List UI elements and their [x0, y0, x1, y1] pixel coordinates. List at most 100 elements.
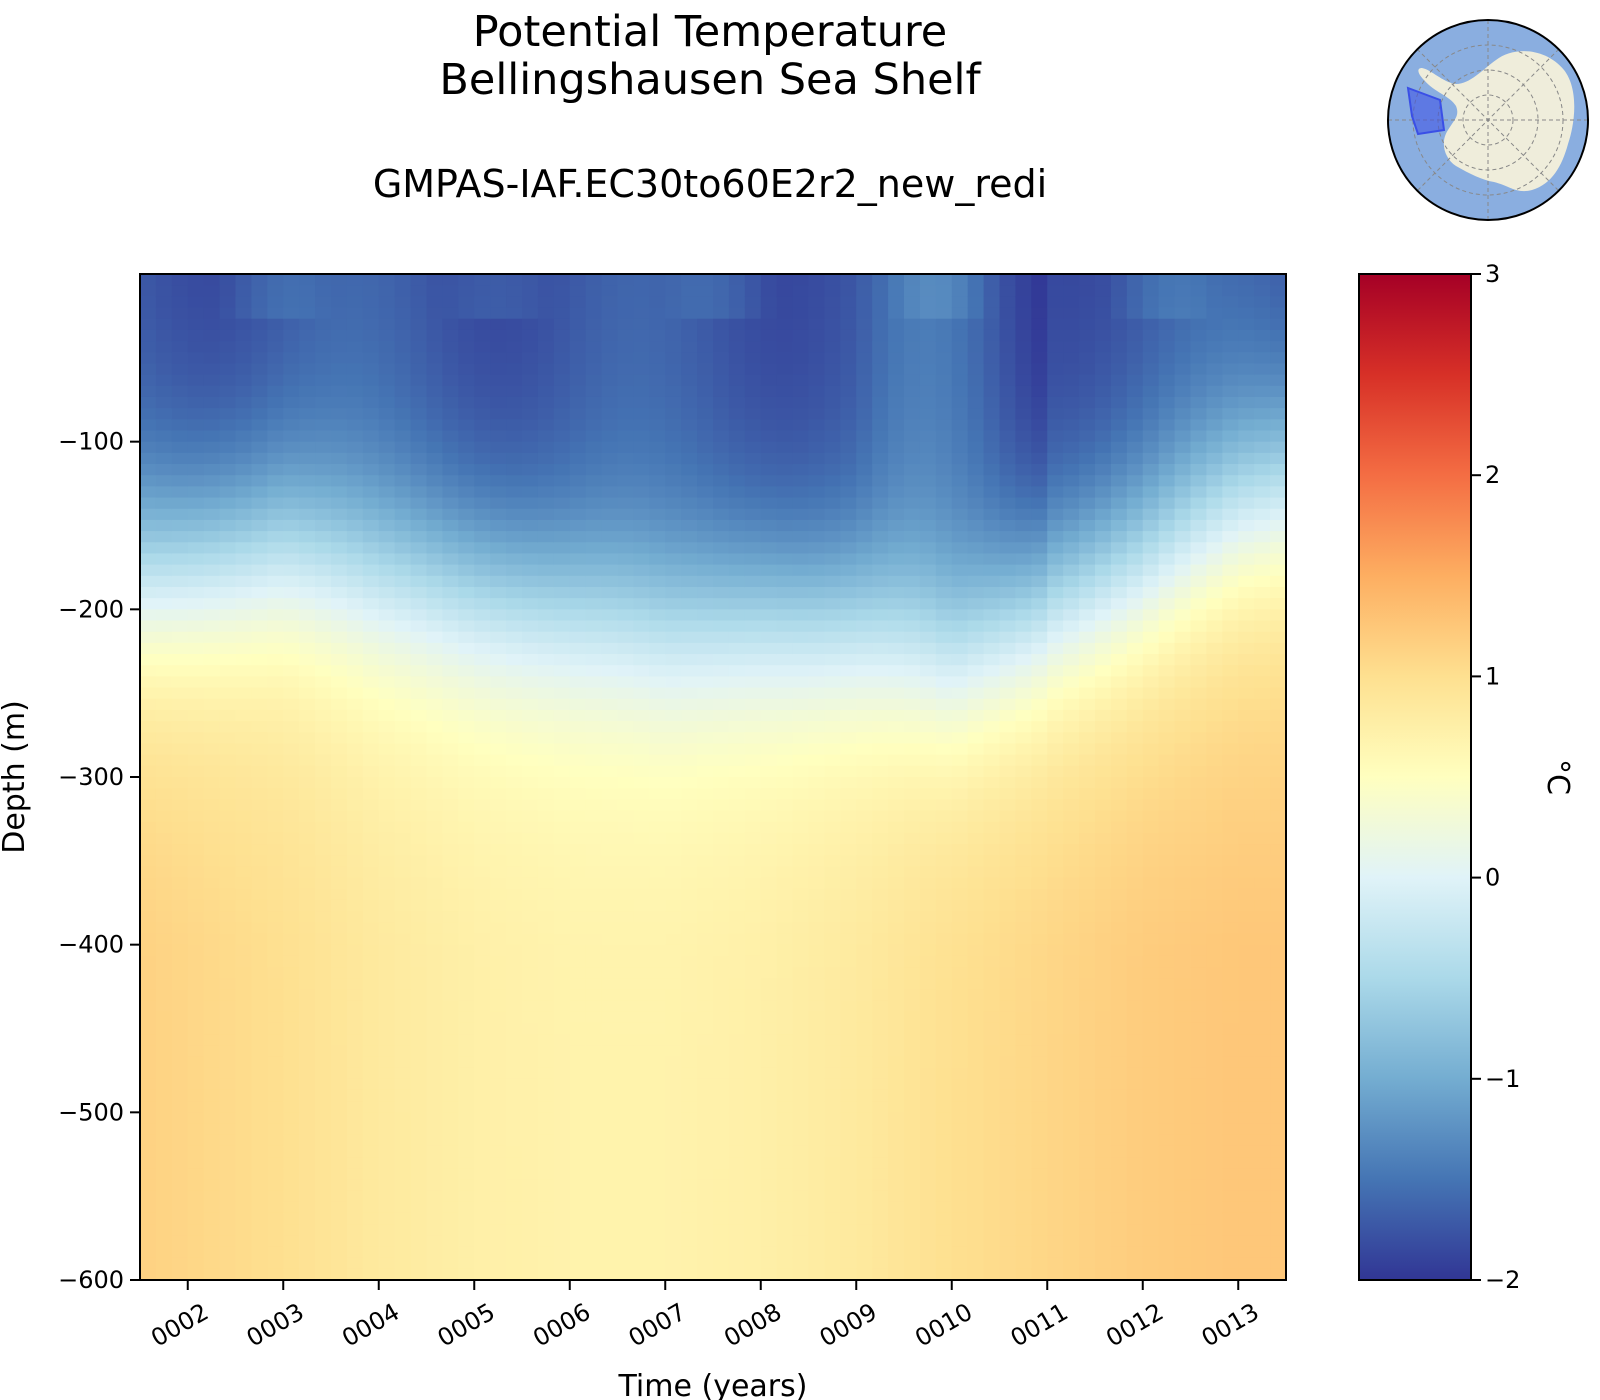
heatmap-cell — [681, 1134, 698, 1147]
heatmap-cell — [203, 832, 221, 845]
heatmap-cell — [872, 1257, 889, 1270]
heatmap-cell — [951, 564, 969, 577]
heatmap-cell — [967, 665, 985, 678]
heatmap-cell — [697, 464, 714, 476]
heatmap-cell — [792, 989, 810, 1002]
heatmap-cell — [171, 1011, 189, 1024]
heatmap-cell — [426, 452, 444, 465]
heatmap-cell — [776, 1157, 794, 1170]
heatmap-cell — [362, 1246, 380, 1259]
heatmap-cell — [474, 967, 491, 979]
heatmap-cell — [601, 799, 619, 812]
heatmap-cell — [824, 497, 842, 510]
heatmap-cell — [378, 665, 396, 678]
heatmap-cell — [458, 396, 476, 409]
heatmap-cell — [585, 821, 603, 834]
heatmap-cell — [267, 285, 285, 298]
heatmap-cell — [633, 1056, 651, 1069]
heatmap-cell — [999, 709, 1017, 722]
heatmap-cell — [219, 777, 237, 789]
heatmap-cell — [458, 866, 476, 879]
heatmap-cell — [633, 396, 651, 409]
heatmap-cell — [474, 374, 491, 387]
heatmap-cell — [522, 855, 539, 868]
heatmap-cell — [569, 1000, 587, 1013]
heatmap-cell — [919, 296, 937, 309]
heatmap-cell — [919, 676, 937, 689]
heatmap-cell — [792, 765, 810, 778]
heatmap-cell — [744, 542, 762, 555]
heatmap-cell — [840, 1224, 858, 1237]
heatmap-cell — [155, 888, 173, 901]
heatmap-cell — [474, 788, 491, 801]
heatmap-cell — [378, 430, 396, 443]
heatmap-cell — [251, 654, 269, 667]
heatmap-cell — [760, 1134, 778, 1147]
heatmap-cell — [537, 989, 555, 1002]
heatmap-cell — [951, 508, 969, 521]
heatmap-cell — [219, 732, 237, 745]
heatmap-cell — [394, 698, 412, 711]
heatmap-cell — [187, 486, 205, 499]
heatmap-cell — [744, 754, 762, 767]
heatmap-cell — [331, 1034, 348, 1047]
heatmap-cell — [299, 408, 316, 421]
heatmap-cell — [426, 1224, 444, 1237]
heatmap-cell — [267, 1224, 285, 1237]
heatmap-cell — [681, 1011, 698, 1024]
heatmap-cell — [442, 1235, 460, 1248]
heatmap-cell — [649, 519, 667, 532]
heatmap-cell — [585, 743, 603, 756]
heatmap-cell — [967, 564, 985, 577]
heatmap-cell — [315, 899, 332, 912]
heatmap-cell — [315, 419, 332, 432]
heatmap-cell — [728, 721, 746, 734]
heatmap-cell — [776, 698, 794, 711]
heatmap-cell — [617, 285, 635, 298]
heatmap-cell — [999, 1000, 1017, 1013]
heatmap-cell — [537, 553, 555, 566]
heatmap-cell — [378, 631, 396, 644]
heatmap-cell — [585, 1123, 603, 1136]
heatmap-cell — [522, 654, 539, 667]
heatmap-cell — [585, 1190, 603, 1203]
heatmap-cell — [522, 1145, 539, 1158]
heatmap-cell — [792, 899, 810, 912]
heatmap-cell — [553, 1078, 571, 1091]
heatmap-cell — [569, 1011, 587, 1024]
heatmap-cell — [728, 1145, 746, 1158]
heatmap-cell — [665, 810, 682, 823]
heatmap-cell — [872, 1246, 889, 1259]
heatmap-cell — [331, 274, 348, 286]
heatmap-cell — [442, 1000, 460, 1013]
heatmap-cell — [951, 765, 969, 778]
heatmap-cell — [299, 553, 316, 566]
heatmap-cell — [187, 732, 205, 745]
heatmap-cell — [203, 329, 221, 342]
heatmap-cell — [362, 967, 380, 979]
heatmap-cell — [935, 609, 953, 622]
heatmap-cell — [315, 553, 332, 566]
heatmap-cell — [919, 1022, 937, 1035]
heatmap-cell — [888, 1212, 905, 1225]
heatmap-cell — [187, 765, 205, 778]
heatmap-cell — [378, 329, 396, 342]
heatmap-cell — [203, 877, 221, 890]
heatmap-cell — [251, 385, 269, 398]
heatmap-cell — [776, 363, 794, 376]
heatmap-cell — [506, 352, 523, 365]
heatmap-cell — [633, 486, 651, 499]
heatmap-cell — [283, 564, 300, 577]
heatmap-cell — [394, 475, 412, 488]
heatmap-cell — [346, 318, 364, 331]
heatmap-cell — [458, 1067, 476, 1080]
heatmap-cell — [394, 709, 412, 722]
heatmap-cell — [474, 1257, 491, 1270]
heatmap-cell — [776, 911, 794, 924]
heatmap-cell — [760, 676, 778, 689]
heatmap-cell — [904, 944, 921, 957]
heatmap-cell — [856, 810, 873, 823]
heatmap-cell — [426, 1190, 444, 1203]
heatmap-cell — [426, 1056, 444, 1069]
heatmap-cell — [649, 967, 667, 979]
